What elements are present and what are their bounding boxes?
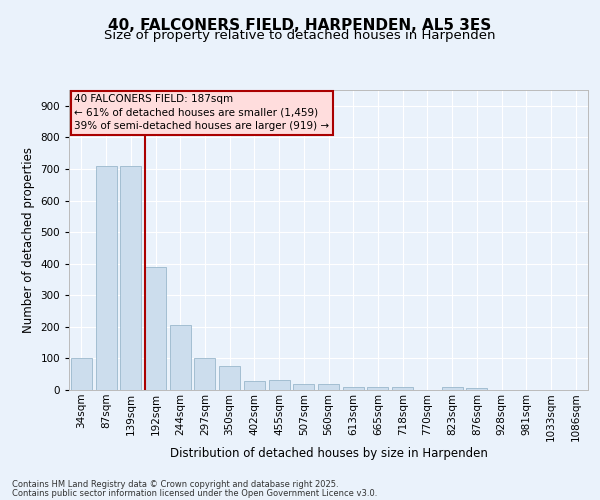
Bar (318, 384, 339, 390)
Bar (244, 380, 265, 390)
Text: Contains public sector information licensed under the Open Government Licence v3: Contains public sector information licen… (12, 488, 377, 498)
Bar (293, 384, 314, 390)
Bar (367, 388, 388, 390)
Bar (170, 326, 191, 390)
Bar (71, 358, 92, 390)
Text: Contains HM Land Registry data © Crown copyright and database right 2025.: Contains HM Land Registry data © Crown c… (12, 480, 338, 489)
X-axis label: Distribution of detached houses by size in Harpenden: Distribution of detached houses by size … (170, 447, 487, 460)
Text: 40, FALCONERS FIELD, HARPENDEN, AL5 3ES: 40, FALCONERS FIELD, HARPENDEN, AL5 3ES (109, 18, 491, 32)
Bar (466, 388, 487, 390)
Text: 40 FALCONERS FIELD: 187sqm
← 61% of detached houses are smaller (1,459)
39% of s: 40 FALCONERS FIELD: 187sqm ← 61% of deta… (74, 94, 329, 131)
Bar (392, 388, 413, 390)
Bar (343, 387, 364, 390)
Bar (219, 366, 240, 390)
Bar (269, 380, 290, 390)
Text: Size of property relative to detached houses in Harpenden: Size of property relative to detached ho… (104, 29, 496, 42)
Bar (194, 358, 215, 390)
Bar (145, 267, 166, 390)
Bar (95, 166, 116, 390)
Bar (442, 387, 463, 390)
Y-axis label: Number of detached properties: Number of detached properties (22, 147, 35, 333)
Bar (120, 166, 141, 390)
